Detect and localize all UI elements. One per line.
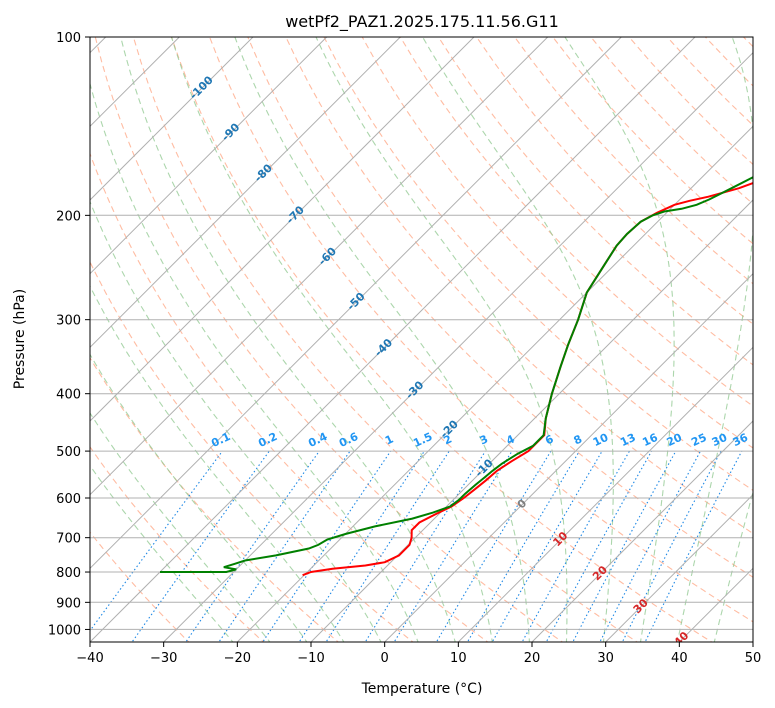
mixing-ratio-line: [298, 450, 425, 642]
mixing-ratio-line: [131, 450, 270, 642]
x-tick-label: 40: [671, 651, 688, 666]
isotherm: [310, 199, 753, 642]
y-tick-label: 900: [56, 596, 81, 611]
x-tick-label: 10: [450, 651, 467, 666]
mixing-ratio-line: [90, 450, 223, 632]
mixing-ratio-line: [621, 450, 722, 642]
x-tick-label: 20: [524, 651, 541, 666]
isotherm: [384, 272, 753, 642]
y-tick-label: 500: [56, 445, 81, 460]
mixing-ratio-label: 20: [665, 431, 685, 449]
mixing-ratio-line: [572, 450, 677, 642]
y-tick-label: 200: [56, 209, 81, 224]
y-tick-label: 100: [56, 31, 81, 46]
isotherm: [90, 37, 254, 201]
y-axis: 100 200 300 400 500 600 700 800 900 1000: [48, 31, 90, 638]
chart-title: wetPf2_PAZ1.2025.175.11.56.G11: [285, 12, 559, 32]
x-tick-label: −10: [297, 651, 324, 666]
mixing-ratio-line: [325, 450, 450, 642]
mixing-ratio-line: [466, 450, 580, 642]
y-tick-label: 1000: [48, 623, 81, 638]
profile-lines: [160, 176, 753, 577]
dry-adiabat: [285, 37, 753, 535]
dry-adiabat: [399, 37, 753, 407]
mixing-ratio-line: [185, 450, 320, 642]
x-tick-label: −40: [76, 651, 103, 666]
x-tick-label: 30: [597, 651, 614, 666]
isotherm: [90, 37, 622, 570]
moist-adiabat: [90, 200, 382, 642]
dry-adiabat: [247, 37, 753, 578]
dewpoint-line: [160, 176, 753, 573]
isotherm: [90, 37, 549, 496]
dry-adiabat: [90, 260, 414, 642]
dry-adiabat: [437, 37, 753, 366]
x-tick-label: −30: [150, 651, 177, 666]
dry-adiabat: [90, 152, 489, 642]
dry-adiabat: [361, 37, 753, 449]
mixing-ratio-label: 30: [710, 431, 730, 449]
x-tick-label: 0: [381, 651, 389, 666]
plot-frame: [89, 36, 754, 643]
isotherm: [90, 37, 696, 642]
isotherm: [90, 37, 475, 422]
moist-adiabat: [90, 81, 419, 642]
mixing-ratio-line: [393, 450, 513, 642]
isotherm: [90, 37, 328, 275]
isotherm: [90, 37, 401, 349]
y-axis-title: Pressure (hPa): [12, 289, 28, 389]
dry-adiabat: [514, 37, 753, 285]
y-tick-label: 300: [56, 314, 81, 329]
dry-adiabat: [170, 37, 713, 642]
y-tick-label: 400: [56, 388, 81, 403]
x-tick-label: −20: [224, 651, 251, 666]
isotherm: [163, 51, 753, 642]
dry-adiabat: [323, 37, 753, 492]
y-tick-label: 700: [56, 532, 81, 547]
dry-adiabat: [476, 37, 753, 325]
mixing-ratio-label: 36: [731, 431, 751, 449]
isotherm: [457, 346, 753, 642]
background-lines: [90, 37, 753, 642]
x-tick-label: 50: [745, 651, 762, 666]
mixing-ratio-line: [599, 450, 701, 642]
mixing-ratio-label: 25: [689, 431, 708, 449]
mixing-ratio-label: 13: [618, 431, 637, 449]
isotherm: [531, 420, 753, 642]
x-axis: −40 −30 −20 −10 0 10 20 30 40 50: [76, 642, 761, 666]
isotherm: [605, 493, 753, 642]
isotherm: [236, 125, 753, 642]
x-axis-title: Temperature (°C): [361, 681, 483, 697]
y-tick-label: 800: [56, 566, 81, 581]
y-tick-label: 600: [56, 492, 81, 507]
mixing-ratio-line: [218, 450, 351, 642]
mixing-ratio-line: [262, 450, 392, 642]
mixing-ratio-label: 10: [591, 431, 611, 449]
mixing-ratio-label: 16: [640, 431, 660, 449]
